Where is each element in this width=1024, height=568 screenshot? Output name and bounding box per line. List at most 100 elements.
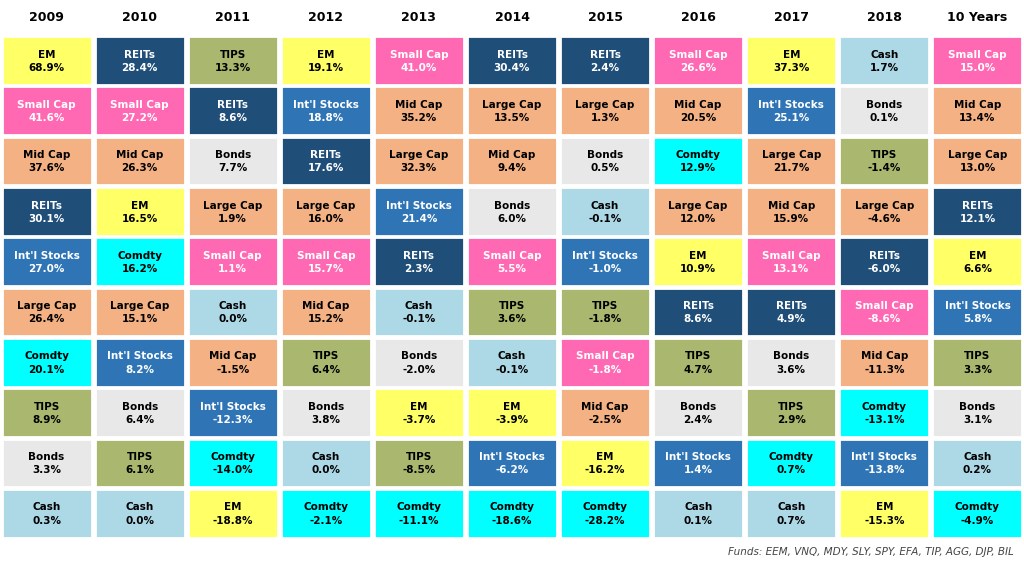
Text: 10.9%: 10.9% [680,264,716,274]
FancyBboxPatch shape [746,86,837,135]
Text: 1.9%: 1.9% [218,214,247,224]
FancyBboxPatch shape [467,137,557,185]
FancyBboxPatch shape [187,287,278,336]
Text: 1.3%: 1.3% [591,113,620,123]
FancyBboxPatch shape [467,237,557,286]
Text: Comdty: Comdty [489,503,535,512]
FancyBboxPatch shape [94,237,184,286]
FancyBboxPatch shape [653,187,743,236]
Text: 35.2%: 35.2% [400,113,437,123]
Text: TIPS: TIPS [685,352,712,361]
FancyBboxPatch shape [746,36,837,85]
Text: Bonds: Bonds [400,352,437,361]
Text: -3.9%: -3.9% [496,415,528,425]
Text: Comdty: Comdty [210,452,255,462]
Text: 27.0%: 27.0% [29,264,65,274]
Text: 8.6%: 8.6% [218,113,247,123]
Text: 16.2%: 16.2% [122,264,158,274]
FancyBboxPatch shape [94,287,184,336]
Text: Comdty: Comdty [303,503,348,512]
Text: 3.8%: 3.8% [311,415,340,425]
Text: Large Cap: Large Cap [575,100,635,110]
FancyBboxPatch shape [840,338,930,387]
Text: -6.0%: -6.0% [867,264,901,274]
Text: 2010: 2010 [122,11,157,24]
FancyBboxPatch shape [187,137,278,185]
Text: 37.6%: 37.6% [29,164,65,173]
FancyBboxPatch shape [2,338,91,387]
Text: Cash: Cash [498,352,526,361]
Text: Cash: Cash [404,301,433,311]
Text: Cash: Cash [684,503,713,512]
FancyBboxPatch shape [187,389,278,437]
Text: -18.6%: -18.6% [492,516,532,525]
Text: 1.1%: 1.1% [218,264,247,274]
FancyBboxPatch shape [746,287,837,336]
Text: Large Cap: Large Cap [482,100,542,110]
Text: REITs: REITs [497,49,527,60]
Text: 16.0%: 16.0% [307,214,344,224]
Text: Cash: Cash [33,503,60,512]
Text: TIPS: TIPS [127,452,153,462]
Text: 8.9%: 8.9% [32,415,61,425]
FancyBboxPatch shape [94,438,184,487]
Text: Int'l Stocks: Int'l Stocks [759,100,824,110]
Text: 18.8%: 18.8% [307,113,344,123]
Text: -1.4%: -1.4% [867,164,901,173]
Text: Small Cap: Small Cap [204,251,262,261]
Text: Cash: Cash [964,452,991,462]
FancyBboxPatch shape [374,86,464,135]
FancyBboxPatch shape [94,389,184,437]
Text: Large Cap: Large Cap [16,301,76,311]
Text: -3.7%: -3.7% [402,415,435,425]
Text: -1.8%: -1.8% [589,365,622,375]
Text: Int'l Stocks: Int'l Stocks [479,452,545,462]
Text: REITs: REITs [962,201,993,211]
FancyBboxPatch shape [746,187,837,236]
FancyBboxPatch shape [281,287,371,336]
Text: 68.9%: 68.9% [29,62,65,73]
FancyBboxPatch shape [933,287,1022,336]
Text: Cash: Cash [591,201,620,211]
Text: 26.3%: 26.3% [122,164,158,173]
Text: REITs: REITs [217,100,248,110]
Text: Cash: Cash [777,503,806,512]
FancyBboxPatch shape [746,137,837,185]
Text: TIPS: TIPS [219,49,246,60]
Text: -4.6%: -4.6% [867,214,901,224]
Text: 2018: 2018 [867,11,902,24]
Text: 27.2%: 27.2% [122,113,158,123]
Text: 5.8%: 5.8% [963,314,992,324]
Text: Comdty: Comdty [117,251,162,261]
Text: Large Cap: Large Cap [203,201,262,211]
Text: -0.1%: -0.1% [496,365,528,375]
FancyBboxPatch shape [560,438,650,487]
Text: 0.1%: 0.1% [869,113,899,123]
Text: Bonds: Bonds [215,150,251,160]
Text: -11.3%: -11.3% [864,365,904,375]
Text: 2011: 2011 [215,11,250,24]
FancyBboxPatch shape [467,287,557,336]
Text: EM: EM [876,503,893,512]
Text: Bonds: Bonds [959,402,995,412]
Text: Small Cap: Small Cap [17,100,76,110]
Text: 25.1%: 25.1% [773,113,809,123]
Text: Small Cap: Small Cap [111,100,169,110]
Text: 8.6%: 8.6% [684,314,713,324]
Text: EM: EM [131,201,148,211]
FancyBboxPatch shape [560,137,650,185]
Text: 1.7%: 1.7% [869,62,899,73]
FancyBboxPatch shape [94,137,184,185]
Text: TIPS: TIPS [592,301,618,311]
Text: 30.4%: 30.4% [494,62,530,73]
FancyBboxPatch shape [2,237,91,286]
Text: Large Cap: Large Cap [855,201,914,211]
Text: 32.3%: 32.3% [400,164,437,173]
Text: -8.6%: -8.6% [867,314,901,324]
Text: 30.1%: 30.1% [29,214,65,224]
Text: 19.1%: 19.1% [308,62,344,73]
FancyBboxPatch shape [933,187,1022,236]
FancyBboxPatch shape [281,137,371,185]
Text: Int'l Stocks: Int'l Stocks [106,352,173,361]
FancyBboxPatch shape [653,489,743,537]
